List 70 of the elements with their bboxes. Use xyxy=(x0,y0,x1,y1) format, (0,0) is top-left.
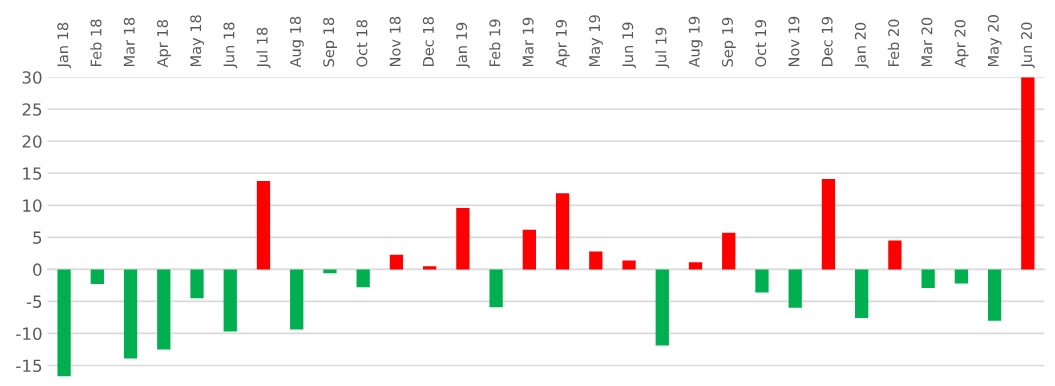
bar xyxy=(57,269,71,377)
y-tick-label: 0 xyxy=(33,263,42,276)
bar xyxy=(688,262,703,270)
x-tick-label: Sep 18 xyxy=(323,17,338,67)
bar xyxy=(323,269,337,274)
x-tick-label: Mar 19 xyxy=(522,17,534,67)
bar xyxy=(722,232,736,270)
y-tick-label: -10 xyxy=(16,327,42,341)
x-tick-label: Jun 20 xyxy=(1021,22,1035,69)
bar xyxy=(954,269,969,284)
x-tick-label: Aug 19 xyxy=(688,16,703,68)
x-tick-label: Jan 19 xyxy=(456,22,470,69)
x-tick-label: Apr 20 xyxy=(954,20,969,68)
bar xyxy=(356,269,370,288)
bar xyxy=(821,179,836,270)
x-tick-label: Jan 20 xyxy=(854,22,869,69)
x-tick-label: Feb 19 xyxy=(489,19,501,67)
bar xyxy=(256,180,271,270)
y-tick-label: 10 xyxy=(23,199,42,212)
bar xyxy=(555,193,570,270)
x-tick-label: Jul 18 xyxy=(256,27,271,69)
x-tick-label: Feb 18 xyxy=(90,19,102,67)
bar xyxy=(622,260,636,270)
x-tick-label: Jun 19 xyxy=(622,22,636,69)
x-tick-label: Sep 19 xyxy=(721,17,736,67)
bar xyxy=(389,254,404,270)
bar xyxy=(855,269,869,319)
bar xyxy=(456,207,470,270)
x-tick-label: Dec 18 xyxy=(422,17,434,67)
x-tick-label: Jul 19 xyxy=(655,27,670,69)
x-tick-label: Feb 20 xyxy=(887,19,900,67)
bar xyxy=(755,269,769,293)
bar xyxy=(522,229,536,270)
x-tick-label: Apr 18 xyxy=(156,20,171,68)
y-tick-label: 15 xyxy=(23,167,42,180)
x-tick-label: May 19 xyxy=(589,15,603,67)
bar xyxy=(90,269,104,285)
y-tick-label: 25 xyxy=(22,103,42,116)
x-tick-label: Apr 19 xyxy=(555,20,570,68)
x-tick-label: Nov 19 xyxy=(788,16,800,67)
x-tick-label: Oct 18 xyxy=(356,20,368,67)
bar xyxy=(987,269,1002,321)
x-tick-label: Nov 18 xyxy=(389,16,401,67)
bar xyxy=(788,269,802,308)
x-tick-label: Aug 18 xyxy=(289,16,304,68)
bar xyxy=(190,269,204,299)
bar xyxy=(589,251,603,270)
y-tick-label: -15 xyxy=(16,359,42,373)
x-tick-label: Mar 20 xyxy=(921,17,933,67)
bar xyxy=(489,269,503,308)
x-tick-label: May 20 xyxy=(987,15,1002,67)
bar xyxy=(888,240,902,270)
bar xyxy=(290,269,304,330)
y-tick-label: 20 xyxy=(22,135,42,148)
y-tick-label: 30 xyxy=(22,71,42,84)
bar xyxy=(1021,77,1035,270)
bar xyxy=(423,266,437,270)
x-tick-label: Oct 19 xyxy=(755,20,767,67)
x-tick-label: Dec 19 xyxy=(821,17,833,67)
x-tick-label: Jan 18 xyxy=(57,22,72,69)
bar xyxy=(157,269,171,350)
x-tick-label: May 18 xyxy=(190,15,205,67)
bar xyxy=(223,269,237,332)
x-tick-label: Mar 18 xyxy=(123,17,135,67)
bar xyxy=(921,269,935,288)
bar xyxy=(123,269,138,359)
y-tick-label: 5 xyxy=(33,231,42,244)
y-tick-label: -5 xyxy=(26,295,42,308)
bar xyxy=(655,269,669,346)
x-tick-label: Jun 18 xyxy=(223,22,238,69)
